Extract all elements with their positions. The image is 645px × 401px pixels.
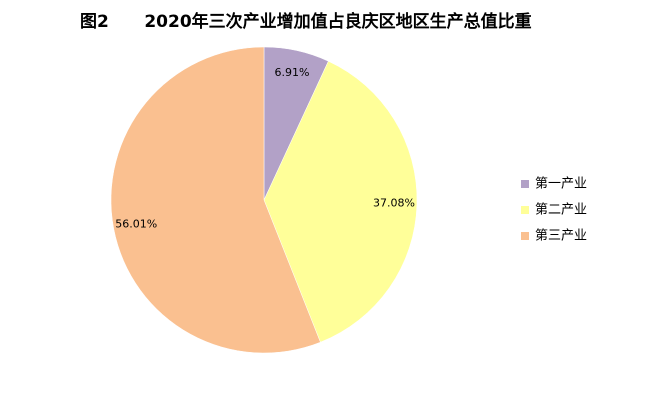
- legend-swatch: [521, 180, 529, 188]
- value-label: 56.01%: [115, 217, 157, 230]
- legend-label: 第三产业: [535, 229, 587, 244]
- value-label: 37.08%: [373, 197, 415, 210]
- legend-swatch: [521, 232, 529, 240]
- pie-slice: [263, 60, 418, 343]
- legend-label: 第一产业: [535, 177, 587, 192]
- legend-swatch: [521, 206, 529, 214]
- legend-label: 第二产业: [535, 203, 587, 218]
- chart-title: 图2 2020年三次产业增加值占良庆区地区生产总值比重: [80, 11, 532, 32]
- pie-slice: [110, 46, 321, 354]
- value-label: 6.91%: [275, 66, 310, 79]
